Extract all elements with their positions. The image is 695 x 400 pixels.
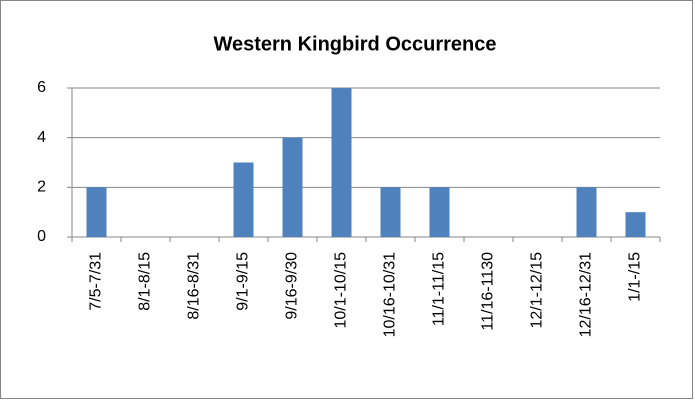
y-tick-label: 6 xyxy=(37,79,46,96)
bar xyxy=(429,187,450,237)
y-tick-label: 0 xyxy=(37,228,46,245)
y-tick-label: 4 xyxy=(37,129,46,146)
chart-title: Western Kingbird Occurrence xyxy=(213,33,496,55)
x-tick-label: 11/1-11/15 xyxy=(431,252,448,326)
x-tick-label: 8/1-8/15 xyxy=(137,252,154,311)
x-tick-label: 10/16-10/31 xyxy=(382,252,399,338)
bar xyxy=(576,187,597,237)
bar xyxy=(282,137,303,237)
bar xyxy=(331,88,352,237)
y-tick-label: 2 xyxy=(37,179,46,196)
x-tick-label: 8/16-8/31 xyxy=(186,252,203,320)
x-tick-label: 11/16-1130 xyxy=(480,252,497,331)
x-tick-label: 9/16-9/30 xyxy=(284,252,301,320)
x-tick-label: 7/5-7/31 xyxy=(88,252,105,311)
bar xyxy=(380,187,401,237)
x-tick-label: 1/1-/15 xyxy=(627,252,644,302)
bar xyxy=(625,212,646,237)
bar xyxy=(233,162,254,237)
x-tick-label: 12/16-12/31 xyxy=(578,252,595,338)
x-tick-label: 12/1-12/15 xyxy=(529,252,546,329)
x-tick-label: 9/1-9/15 xyxy=(235,252,252,311)
bar xyxy=(86,187,107,237)
x-tick-label: 10/1-10/15 xyxy=(333,252,350,329)
